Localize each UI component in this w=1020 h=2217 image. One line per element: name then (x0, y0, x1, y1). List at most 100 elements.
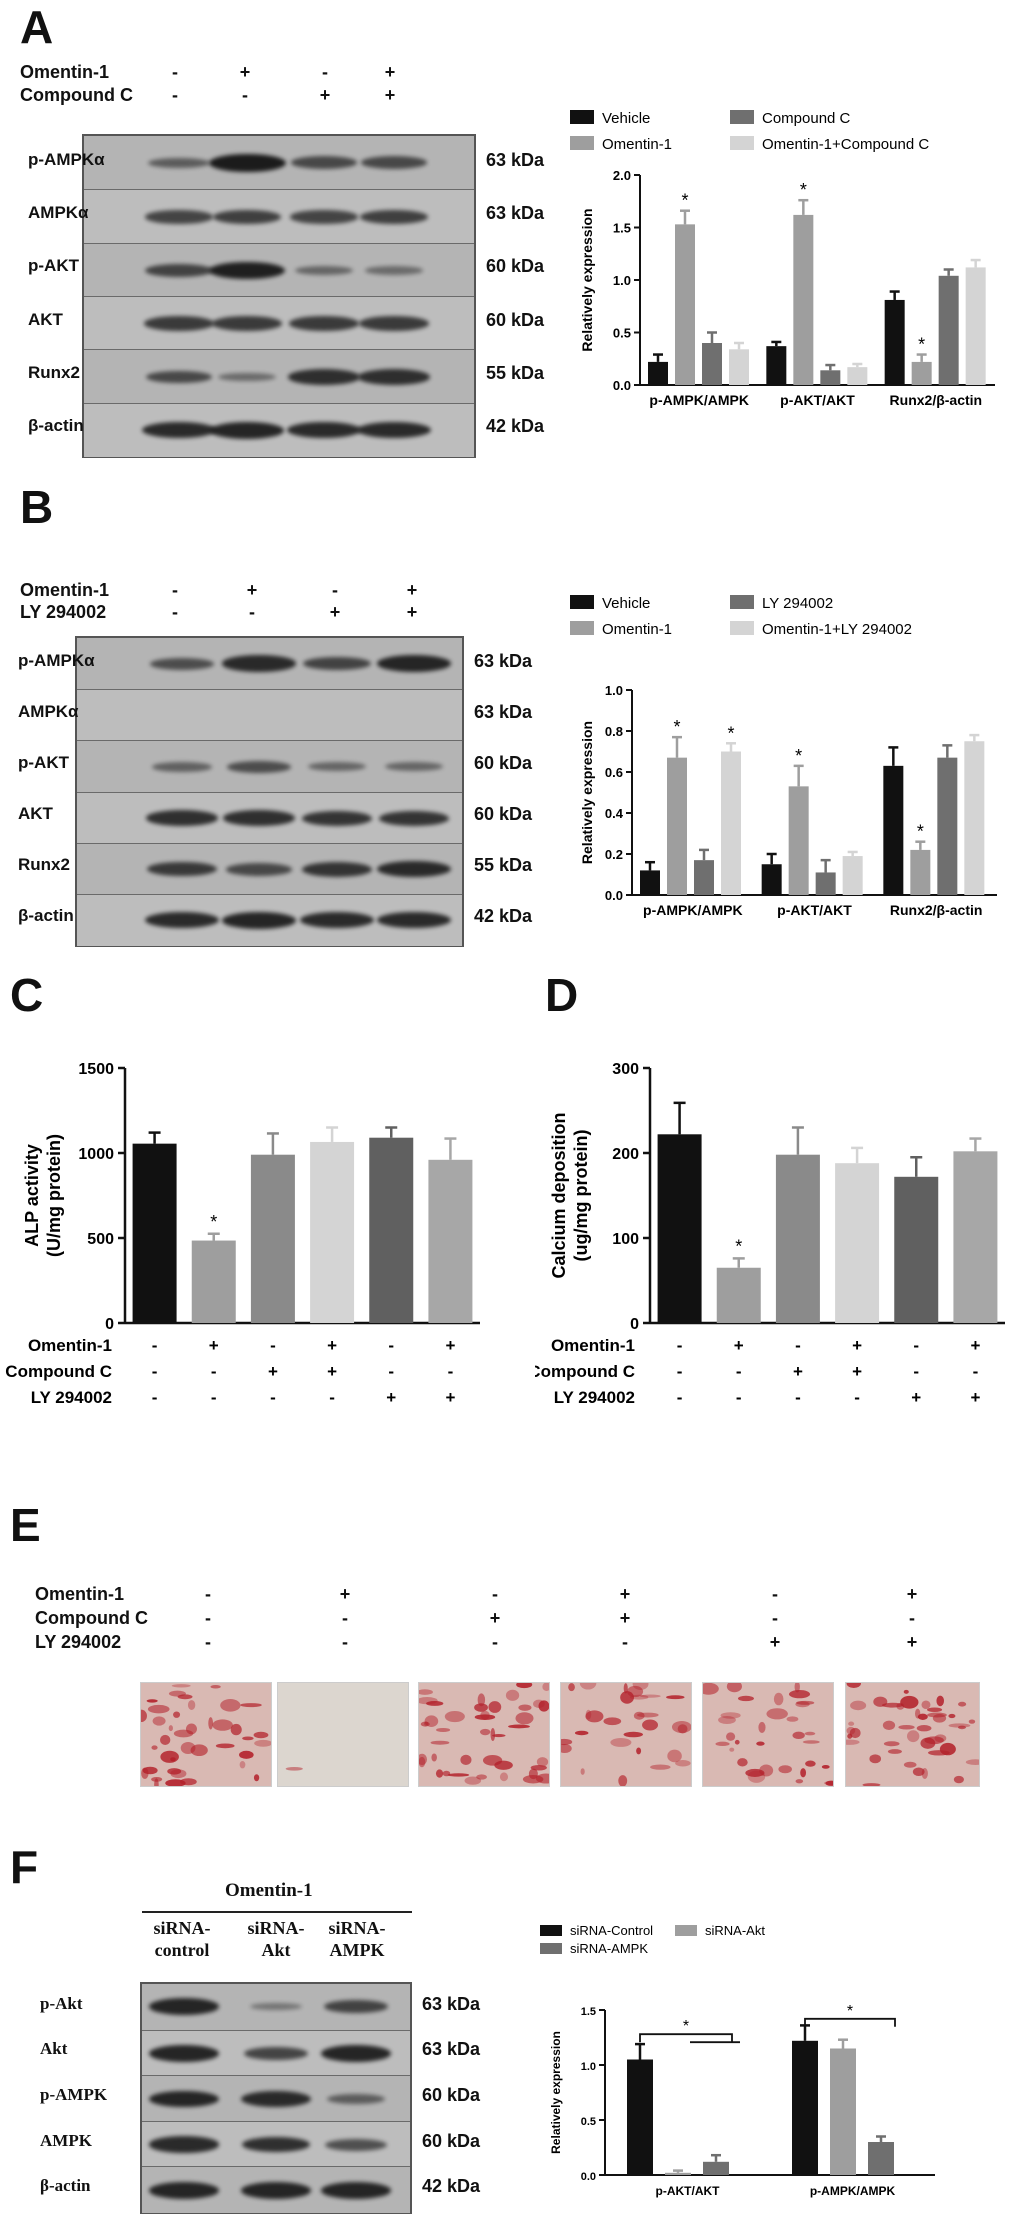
panel-b-protein-band (152, 762, 212, 772)
panel-f-protein-band (325, 2138, 387, 2151)
panel-e-stain-spot (442, 1770, 451, 1777)
panel-e-stain-spot (490, 1727, 496, 1741)
y-axis-label: ALP activity (22, 1144, 42, 1247)
panel-e-stain-spot (883, 1741, 900, 1747)
panel-f-blot-kda: 63 kDa (422, 1993, 481, 2014)
panel-e-stain-spot (416, 1689, 433, 1695)
panel-e-stain-spot (915, 1708, 921, 1719)
panel-e-stain-spot (642, 1719, 659, 1731)
y-tick-label: 1.5 (581, 2006, 596, 2018)
panel-b-blot-kda: 60 kDa (474, 752, 533, 773)
category-label: p-AMPK/AMPK (810, 2184, 896, 2198)
category-label: Runx2/β-actin (890, 902, 983, 918)
panel-e-stain-spot (715, 1741, 730, 1747)
panel-f-protein-band (148, 1998, 220, 2016)
bar (667, 757, 687, 895)
bar (648, 361, 668, 385)
significance-bracket (804, 2017, 896, 2027)
y-tick-label: 0.5 (613, 326, 631, 341)
panel-e-stain-spot (151, 1745, 158, 1750)
panel-e-stain-spot (477, 1693, 486, 1707)
panel-e-condition-sign: - (622, 1632, 628, 1652)
panel-e-stain-spot (766, 1708, 788, 1720)
legend-label: Omentin-1 (602, 136, 672, 153)
panel-e-stain-spot (147, 1704, 170, 1714)
bar (191, 1240, 236, 1323)
panel-e-micrograph (135, 1682, 273, 1792)
panel-a-blot-kda: 60 kDa (486, 309, 545, 330)
panel-a-blot-label: AMPKα (28, 203, 89, 222)
panel-e-stain-spot (921, 1700, 931, 1710)
panel-e-stain-spot (745, 1768, 765, 1777)
panel-e-stain-spot (805, 1760, 816, 1767)
panel-letter-e: E (10, 1499, 41, 1551)
bar (310, 1141, 355, 1323)
panel-f-protein-band (148, 2044, 220, 2062)
panel-e-stain-spot (636, 1747, 642, 1755)
condition-sign: - (270, 1388, 276, 1407)
bar (894, 1176, 939, 1323)
condition-sign: + (327, 1362, 337, 1381)
panel-e-stain-spot (675, 1760, 691, 1767)
panel-a-protein-band (146, 370, 212, 384)
significance-star: * (918, 335, 925, 355)
panel-e-stain-spot (146, 1699, 158, 1703)
condition-sign: - (388, 1336, 394, 1355)
panel-e-stain-spot (215, 1743, 235, 1749)
bar (953, 1151, 998, 1323)
panel-e-micrograph-stain (839, 1678, 986, 1787)
condition-sign: + (852, 1362, 862, 1381)
panel-e-condition-sign: + (339, 1584, 351, 1604)
panel-e-stain-spot (239, 1750, 254, 1759)
panel-a-blot-kda: 42 kDa (486, 416, 545, 437)
panel-b-protein-band (226, 862, 292, 876)
panel-e-stain-spot (903, 1761, 917, 1768)
condition-sign: - (795, 1388, 801, 1407)
panel-a-protein-band (365, 266, 423, 275)
panel-e-condition-sign: - (342, 1632, 348, 1652)
panel-b-protein-band (378, 810, 450, 826)
condition-sign: + (970, 1336, 980, 1355)
panel-f-protein-band (240, 2181, 312, 2199)
bar (721, 751, 741, 895)
panel-e-stain-spot (729, 1747, 735, 1752)
panel-e-stain-spot (802, 1740, 820, 1744)
panel-f-protein-band (241, 2090, 311, 2108)
bar (830, 2048, 856, 2175)
panel-a-condition-sign: + (319, 85, 331, 105)
legend-swatch (570, 110, 594, 124)
panel-a-condition-sign: - (242, 85, 248, 105)
panel-e-stain-spot (821, 1765, 830, 1769)
panel-e-stain-spot (168, 1725, 173, 1732)
significance-bracket (639, 2033, 733, 2043)
panel-e-stain-spot (538, 1700, 550, 1712)
panel-f-column-label: control (154, 1940, 210, 1960)
y-tick-label: 1.0 (613, 273, 631, 288)
panel-e-stain-spot (603, 1717, 622, 1726)
panel-f-protein-band (148, 2090, 220, 2108)
panel-b-condition-sign: + (406, 602, 418, 622)
panel-e-stain-spot (778, 1765, 792, 1774)
panel-f-blot-label: p-AMPK (40, 2085, 108, 2104)
panel-a-protein-band (212, 316, 282, 331)
panel-e-stain-spot (254, 1739, 273, 1747)
bar (703, 2161, 729, 2175)
y-tick-label: 1.0 (605, 683, 623, 698)
panel-e-stain-spot (424, 1715, 439, 1727)
panel-e-condition-sign: - (492, 1632, 498, 1652)
panel-e-stain-spot (623, 1731, 644, 1738)
panel-b-blot-label: Runx2 (18, 855, 70, 875)
panel-e-stain-spot (515, 1712, 534, 1725)
panel-e-stain-spot (849, 1727, 861, 1739)
panel-e-stain-spot (574, 1730, 589, 1736)
panel-e-stain-spot (958, 1701, 967, 1707)
significance-star: * (210, 1212, 217, 1232)
panel-e-stain-spot (480, 1728, 491, 1736)
panel-b-protein-band (300, 912, 374, 929)
y-tick-label: 1.0 (581, 2061, 596, 2073)
panel-e-stain-spot (499, 1772, 509, 1782)
panel-f-column-label: siRNA- (247, 1918, 305, 1938)
condition-sign: - (913, 1336, 919, 1355)
panel-e-stain-spot (542, 1682, 551, 1691)
panel-a-protein-band (287, 422, 361, 439)
